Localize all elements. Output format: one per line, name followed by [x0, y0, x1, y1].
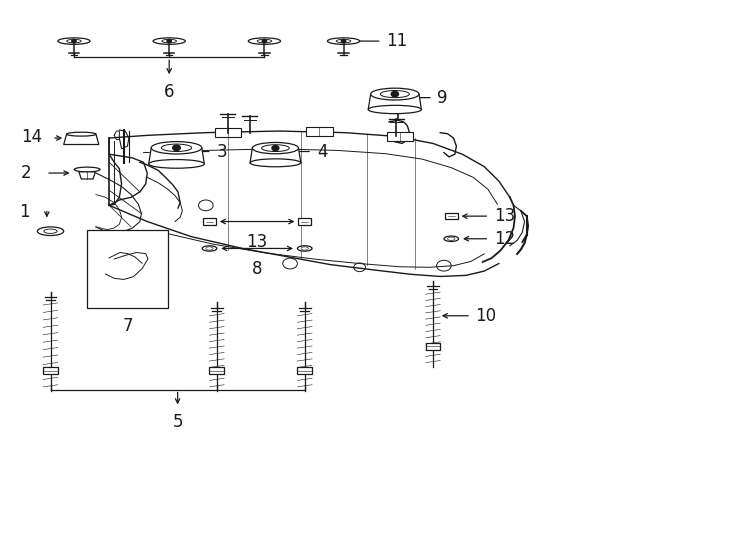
Ellipse shape	[202, 246, 217, 251]
Text: 3: 3	[217, 143, 228, 160]
Bar	[387, 132, 413, 141]
Text: 6: 6	[164, 83, 175, 100]
Text: 8: 8	[252, 260, 262, 278]
Circle shape	[341, 39, 346, 43]
Ellipse shape	[153, 38, 185, 44]
Text: 4: 4	[317, 143, 327, 160]
Bar	[209, 368, 224, 374]
Polygon shape	[79, 172, 95, 179]
Ellipse shape	[297, 246, 312, 251]
Polygon shape	[64, 134, 99, 145]
Text: 9: 9	[437, 89, 448, 106]
Text: 13: 13	[494, 207, 515, 225]
Ellipse shape	[151, 141, 202, 154]
Polygon shape	[368, 94, 421, 110]
Ellipse shape	[371, 88, 419, 100]
Text: 10: 10	[476, 307, 497, 325]
Ellipse shape	[37, 227, 64, 235]
Ellipse shape	[248, 38, 280, 44]
Ellipse shape	[67, 132, 96, 136]
Circle shape	[391, 91, 399, 97]
Text: 12: 12	[494, 230, 515, 248]
Polygon shape	[149, 148, 204, 164]
Bar	[298, 218, 311, 225]
Text: 11: 11	[386, 32, 407, 50]
Ellipse shape	[149, 159, 204, 168]
Text: 13: 13	[247, 233, 268, 252]
Circle shape	[172, 145, 181, 151]
Bar	[306, 127, 333, 136]
Ellipse shape	[444, 236, 459, 241]
Circle shape	[72, 39, 76, 43]
Ellipse shape	[74, 167, 100, 172]
Text: 2: 2	[21, 164, 32, 182]
Bar	[203, 218, 216, 225]
Bar	[214, 129, 241, 137]
Text: 7: 7	[122, 318, 133, 335]
Text: 5: 5	[172, 413, 183, 431]
Ellipse shape	[368, 105, 421, 113]
Text: 1: 1	[19, 204, 29, 221]
Circle shape	[272, 146, 279, 151]
Polygon shape	[250, 148, 301, 163]
Text: 14: 14	[21, 128, 43, 146]
Bar	[43, 368, 58, 374]
Ellipse shape	[250, 159, 301, 167]
Bar	[445, 213, 458, 219]
Circle shape	[167, 39, 172, 43]
Ellipse shape	[58, 38, 90, 44]
Bar	[297, 368, 312, 374]
Ellipse shape	[261, 145, 289, 152]
Bar	[426, 343, 440, 350]
Ellipse shape	[380, 91, 410, 98]
Ellipse shape	[327, 38, 360, 44]
Ellipse shape	[252, 143, 299, 154]
Bar	[87, 230, 168, 308]
Circle shape	[262, 39, 266, 43]
Ellipse shape	[161, 144, 192, 152]
